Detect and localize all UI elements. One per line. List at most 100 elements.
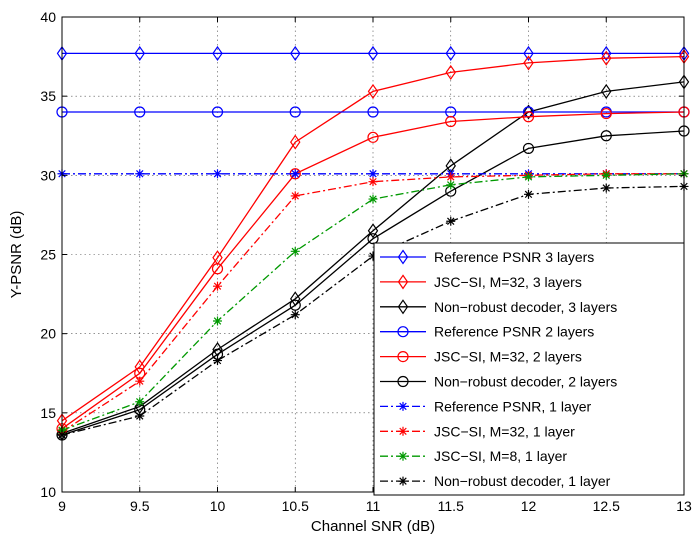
diamond-marker [397, 274, 409, 290]
diamond-marker [601, 45, 612, 61]
y-tick-label: 10 [40, 484, 56, 500]
legend-label: JSC−SI, M=32, 2 layers [434, 349, 582, 365]
star-marker [524, 189, 533, 199]
legend-label: JSC−SI, M=8, 1 layer [434, 448, 567, 464]
series-layer [56, 45, 690, 441]
diamond-marker [397, 249, 409, 265]
x-tick-label: 9.5 [130, 498, 150, 514]
star-marker [601, 183, 611, 193]
circle-marker [289, 106, 301, 118]
legend-entry: Non−robust decoder, 2 layers [380, 374, 617, 390]
diamond-marker [290, 134, 301, 150]
diamond-marker [397, 299, 409, 315]
x-tick-label: 10 [210, 498, 226, 514]
x-tick-label: 12.5 [593, 498, 620, 514]
star-marker [398, 426, 408, 436]
circle-marker [211, 263, 224, 275]
series-line [61, 111, 685, 430]
star-marker [398, 451, 408, 461]
star-marker [398, 476, 408, 486]
legend-entry: JSC−SI, M=32, 1 layer [380, 423, 575, 439]
x-tick-label: 11.5 [438, 498, 464, 514]
legend-label: Non−robust decoder, 1 layer [434, 473, 611, 489]
series [56, 49, 690, 429]
star-marker [446, 180, 456, 190]
legend-entry: JSC−SI, M=32, 2 layers [380, 349, 582, 365]
star-marker [290, 310, 300, 320]
y-tick-label: 35 [40, 88, 56, 104]
legend-box [373, 242, 685, 496]
legend-entry: Reference PSNR, 1 layer [380, 398, 592, 414]
diamond-marker [290, 45, 301, 61]
circle-marker [367, 131, 379, 143]
diamond-marker [367, 83, 379, 99]
star-marker [368, 169, 378, 179]
star-marker [290, 246, 300, 256]
star-marker [368, 194, 378, 204]
y-tick-label: 25 [40, 247, 56, 263]
star-marker [213, 281, 222, 291]
y-axis-label: Y-PSNR (dB) [8, 211, 25, 299]
diamond-marker [367, 223, 379, 239]
star-marker [601, 170, 611, 180]
circle-marker [522, 111, 535, 123]
series-line [61, 173, 684, 433]
star-marker [135, 169, 145, 179]
diamond-marker [523, 55, 534, 71]
legend-label: JSC−SI, M=32, 1 layer [434, 423, 575, 439]
circle-marker [397, 375, 409, 388]
diamond-marker [134, 45, 145, 61]
star-marker [135, 397, 145, 407]
circle-marker [134, 106, 146, 118]
legend-label: Non−robust decoder, 3 layers [434, 299, 617, 315]
star-marker [398, 401, 408, 411]
star-marker [213, 169, 222, 179]
star-marker [290, 191, 300, 201]
legend-label: Reference PSNR 2 layers [434, 324, 594, 340]
legend-entry: Reference PSNR 3 layers [380, 249, 594, 265]
star-marker [368, 177, 378, 187]
series-line [61, 130, 685, 436]
series-line [61, 81, 685, 435]
diamond-marker [523, 104, 534, 120]
diamond-marker [445, 45, 456, 61]
diamond-marker [212, 45, 223, 61]
star-marker [135, 411, 145, 421]
diamond-marker [367, 45, 379, 61]
legend-label: Reference PSNR, 1 layer [434, 398, 592, 414]
circle-marker [397, 326, 409, 338]
circle-marker [397, 351, 409, 363]
axis-ticks: 9 9.5 10 10.5 11 11.5 12 12.5 13 10 15 20 25 30 35 40 [40, 9, 692, 514]
x-tick-label: 11 [366, 498, 381, 514]
circle-marker [600, 130, 612, 142]
diamond-marker [445, 64, 456, 80]
star-marker [446, 172, 456, 182]
legend-entry: Reference PSNR 2 layers [380, 324, 594, 340]
star-marker [524, 172, 533, 182]
y-tick-label: 15 [40, 405, 56, 421]
circle-marker [367, 233, 379, 245]
x-tick-label: 13 [676, 498, 692, 514]
circle-marker [600, 107, 612, 120]
diamond-marker [523, 45, 534, 61]
legend: Reference PSNR 3 layers JSC−SI, M=32, 3 l… [373, 242, 685, 496]
diamond-marker [601, 50, 612, 66]
legend-entry: Non−robust decoder, 3 layers [380, 299, 617, 315]
y-tick-label: 20 [40, 326, 56, 342]
legend-entry: JSC−SI, M=32, 3 layers [380, 274, 582, 290]
star-marker [368, 251, 378, 261]
legend-label: Reference PSNR 3 layers [434, 249, 594, 265]
circle-marker [367, 106, 379, 118]
star-marker [213, 316, 222, 326]
series-line [61, 55, 685, 422]
x-axis-label: Channel SNR (dB) [311, 518, 435, 535]
star-marker [135, 376, 145, 386]
legend-label: Non−robust decoder, 2 layers [434, 374, 617, 390]
circle-marker [445, 115, 457, 128]
diamond-marker [601, 83, 612, 99]
star-marker [446, 216, 456, 226]
y-tick-label: 30 [40, 167, 56, 183]
diamond-marker [212, 341, 223, 358]
legend-label: JSC−SI, M=32, 3 layers [434, 274, 582, 290]
